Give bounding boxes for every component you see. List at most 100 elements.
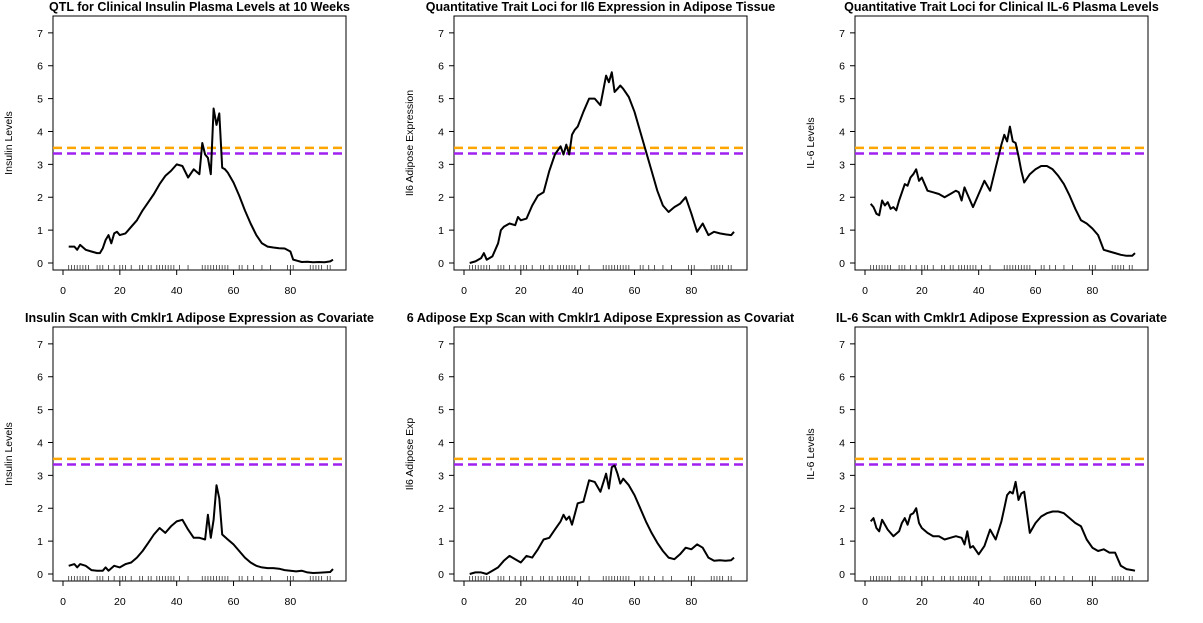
plot-frame	[453, 326, 748, 582]
y-tick-label: 1	[839, 536, 845, 548]
chart-title: Quantitative Trait Loci for Il6 Expressi…	[426, 0, 775, 14]
y-tick-label: 0	[438, 569, 444, 581]
chart-title: IL-6 Scan with Cmklr1 Adipose Expression…	[836, 311, 1167, 325]
x-tick-label: 0	[60, 596, 66, 608]
y-tick-label: 5	[37, 94, 43, 106]
x-tick-label: 40	[572, 285, 584, 297]
x-tick-label: 40	[171, 285, 183, 297]
chart-title: QTL for Clinical Insulin Plasma Levels a…	[49, 0, 350, 14]
x-tick-label: 0	[862, 285, 868, 297]
y-tick-label: 6	[438, 372, 444, 384]
x-tick-label: 20	[114, 285, 126, 297]
y-tick-label: 3	[438, 470, 444, 482]
x-tick-label: 40	[973, 285, 985, 297]
y-tick-label: 3	[438, 159, 444, 171]
chart-panel: Quantitative Trait Loci for Il6 Expressi…	[404, 0, 775, 297]
y-axis-label: Insulin Levels	[3, 111, 15, 175]
y-tick-label: 4	[839, 126, 845, 138]
y-tick-label: 2	[438, 192, 444, 204]
y-tick-label: 5	[839, 405, 845, 417]
y-tick-label: 6	[839, 372, 845, 384]
x-tick-label: 60	[629, 596, 641, 608]
x-tick-label: 0	[862, 596, 868, 608]
y-tick-label: 5	[839, 94, 845, 106]
x-tick-label: 60	[1030, 285, 1042, 297]
y-tick-label: 2	[37, 503, 43, 515]
y-tick-label: 7	[438, 28, 444, 40]
y-tick-label: 6	[839, 61, 845, 73]
x-tick-label: 40	[572, 596, 584, 608]
y-tick-label: 2	[37, 192, 43, 204]
y-tick-label: 0	[839, 569, 845, 581]
y-tick-label: 7	[839, 28, 845, 40]
chart-title: 6 Adipose Exp Scan with Cmklr1 Adipose E…	[407, 311, 795, 325]
x-tick-label: 80	[686, 285, 698, 297]
y-axis-label: Insulin Levels	[3, 422, 15, 486]
y-axis-label: Il6 Adipose Exp	[404, 418, 416, 491]
chart-panel: 6 Adipose Exp Scan with Cmklr1 Adipose E…	[404, 311, 795, 608]
x-tick-label: 80	[686, 596, 698, 608]
chart-panel: QTL for Clinical Insulin Plasma Levels a…	[3, 0, 350, 297]
y-axis-label: IL-6 Levels	[805, 117, 817, 168]
x-tick-label: 40	[973, 596, 985, 608]
lod-curve	[469, 71, 735, 264]
lod-curve	[869, 125, 1136, 257]
y-tick-label: 4	[438, 437, 444, 449]
y-tick-label: 2	[438, 503, 444, 515]
lod-curve	[869, 480, 1136, 572]
lod-curve	[68, 484, 334, 574]
y-tick-label: 6	[37, 372, 43, 384]
x-tick-label: 80	[285, 596, 297, 608]
y-tick-label: 4	[37, 126, 43, 138]
y-axis-label: Il6 Adipose Expression	[404, 90, 416, 196]
chart-title: Quantitative Trait Loci for Clinical IL-…	[844, 0, 1159, 14]
chart-title: Insulin Scan with Cmklr1 Adipose Express…	[25, 311, 374, 325]
y-tick-label: 1	[37, 536, 43, 548]
y-tick-label: 0	[37, 258, 43, 270]
x-tick-label: 20	[916, 285, 928, 297]
plot-frame	[854, 326, 1149, 582]
x-tick-label: 20	[114, 596, 126, 608]
x-tick-label: 0	[461, 285, 467, 297]
chart-panel: IL-6 Scan with Cmklr1 Adipose Expression…	[805, 311, 1167, 608]
y-tick-label: 1	[839, 225, 845, 237]
y-tick-label: 7	[438, 339, 444, 351]
y-tick-label: 1	[438, 225, 444, 237]
y-tick-label: 3	[839, 470, 845, 482]
chart-panel: Quantitative Trait Loci for Clinical IL-…	[805, 0, 1159, 297]
x-tick-label: 0	[60, 285, 66, 297]
chart-panel: Insulin Scan with Cmklr1 Adipose Express…	[3, 311, 374, 608]
plot-frame	[453, 15, 748, 271]
lod-curve	[68, 107, 334, 264]
y-tick-label: 7	[37, 28, 43, 40]
x-tick-label: 20	[916, 596, 928, 608]
y-tick-label: 7	[839, 339, 845, 351]
y-tick-label: 7	[37, 339, 43, 351]
y-tick-label: 4	[438, 126, 444, 138]
y-tick-label: 5	[438, 405, 444, 417]
y-tick-label: 0	[438, 258, 444, 270]
y-tick-label: 6	[37, 61, 43, 73]
lod-curve	[469, 464, 735, 575]
y-tick-label: 4	[839, 437, 845, 449]
x-tick-label: 60	[629, 285, 641, 297]
x-tick-label: 60	[228, 285, 240, 297]
x-tick-label: 40	[171, 596, 183, 608]
y-tick-label: 0	[37, 569, 43, 581]
x-tick-label: 60	[228, 596, 240, 608]
x-tick-label: 60	[1030, 596, 1042, 608]
y-tick-label: 1	[438, 536, 444, 548]
y-tick-label: 0	[839, 258, 845, 270]
y-tick-label: 5	[438, 94, 444, 106]
y-tick-label: 5	[37, 405, 43, 417]
y-tick-label: 6	[438, 61, 444, 73]
y-tick-label: 3	[37, 470, 43, 482]
plot-frame	[52, 326, 347, 582]
y-tick-label: 2	[839, 503, 845, 515]
plot-frame	[52, 15, 347, 271]
x-tick-label: 80	[1087, 596, 1099, 608]
y-axis-label: IL-6 Levels	[805, 428, 817, 479]
y-tick-label: 1	[37, 225, 43, 237]
y-tick-label: 2	[839, 192, 845, 204]
